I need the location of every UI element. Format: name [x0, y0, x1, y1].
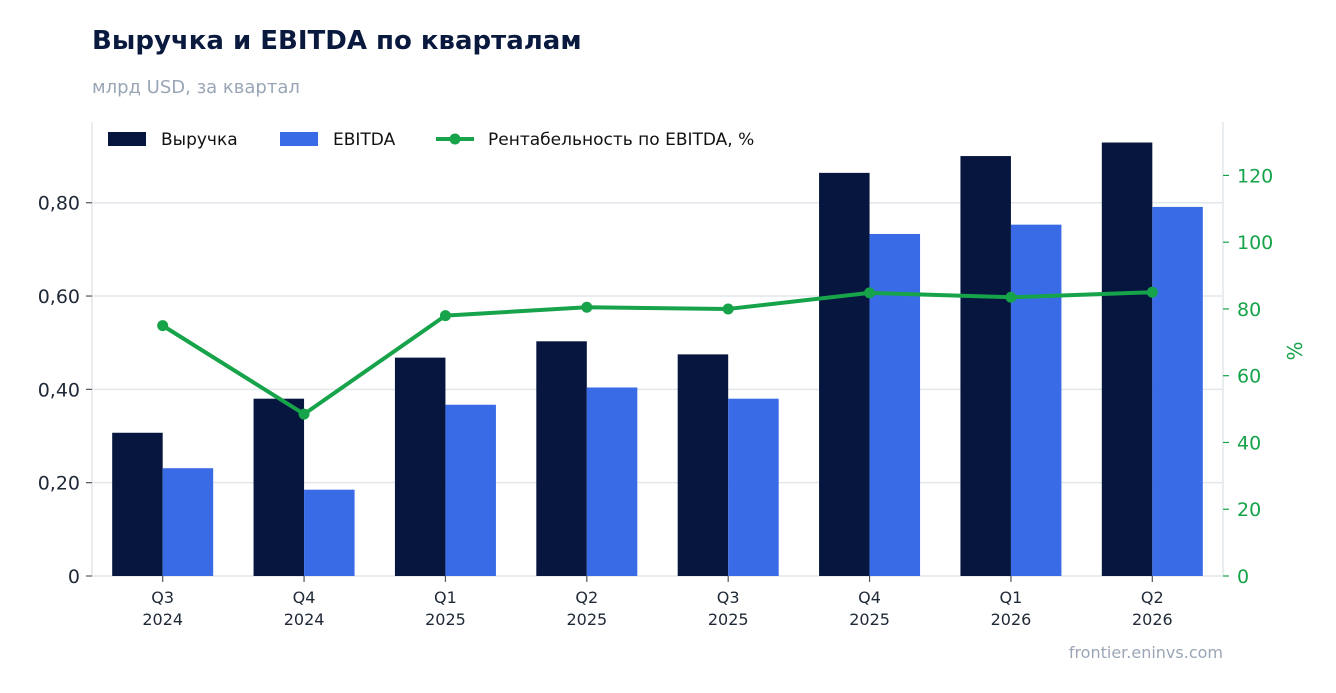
chart-title: Выручка и EBITDA по кварталам [92, 26, 582, 56]
x-tick-label-quarter: Q2 [1141, 588, 1164, 607]
x-tick-label-quarter: Q1 [1000, 588, 1023, 607]
x-tick-label-quarter: Q4 [293, 588, 316, 607]
ebitda-bar [162, 468, 214, 576]
x-tick-label-quarter: Q3 [151, 588, 174, 607]
margin-point [1005, 291, 1017, 303]
x-tick-label-year: 2024 [284, 610, 325, 629]
right-tick-label: 120 [1237, 165, 1273, 187]
left-tick-label: 0,80 [38, 193, 80, 215]
margin-line [161, 290, 1153, 417]
x-tick-label-quarter: Q1 [434, 588, 457, 607]
right-axis-title: % [1283, 341, 1307, 360]
revenue-bar [394, 357, 446, 576]
right-tick-label: 80 [1237, 299, 1261, 321]
source-label: frontier.eninvs.com [1068, 643, 1223, 662]
right-tick-label: 40 [1237, 432, 1261, 454]
x-tick-label-year: 2024 [142, 610, 183, 629]
x-tick-label-quarter: Q4 [858, 588, 881, 607]
ebitda-bar [728, 398, 779, 576]
x-tick-label-year: 2025 [566, 610, 607, 629]
margin-point [1146, 286, 1158, 298]
x-tick-label-year: 2026 [991, 610, 1032, 629]
x-tick-label-quarter: Q3 [717, 588, 740, 607]
ebitda-bar [586, 387, 638, 576]
margin-point [439, 310, 451, 322]
right-tick-label: 60 [1237, 366, 1261, 388]
left-tick-label: 0 [68, 566, 80, 588]
revenue-bar [819, 172, 870, 576]
revenue-bar [536, 341, 587, 576]
revenue-bar [112, 432, 163, 576]
revenue-bar [253, 398, 305, 576]
ebitda-bar [304, 489, 355, 576]
right-tick-label: 100 [1237, 232, 1273, 254]
legend-label-revenue: Выручка [161, 130, 238, 150]
x-tick-label-year: 2025 [849, 610, 890, 629]
margin-point [157, 320, 169, 332]
ebitda-bar [1152, 206, 1203, 576]
ebitda-bar [445, 404, 496, 576]
x-tick-label-year: 2026 [1132, 610, 1173, 629]
margin-point [864, 287, 876, 299]
chart-subtitle: млрд USD, за квартал [92, 77, 300, 98]
ebitda-bar [869, 233, 921, 576]
legend-swatch-ebitda [280, 132, 318, 146]
margin-point [581, 301, 593, 313]
x-tick-label-quarter: Q2 [575, 588, 598, 607]
left-tick-label: 0,60 [38, 286, 80, 308]
right-tick-label: 0 [1237, 566, 1249, 588]
margin-point [722, 303, 734, 315]
right-tick-label: 20 [1237, 499, 1261, 521]
revenue-bar [960, 156, 1011, 577]
legend-swatch-margin-point [449, 133, 461, 145]
revenue-bar [1101, 142, 1153, 576]
x-tick-label-year: 2025 [708, 610, 749, 629]
legend-label-margin: Рентабельность по EBITDA, % [488, 130, 754, 150]
ebitda-bar [1010, 224, 1062, 576]
left-tick-label: 0,40 [38, 379, 80, 401]
x-tick-label-year: 2025 [425, 610, 466, 629]
margin-point [298, 408, 310, 420]
left-tick-label: 0,20 [38, 473, 80, 495]
legend-label-ebitda: EBITDA [333, 130, 396, 150]
legend-swatch-revenue [108, 132, 146, 146]
revenue-bar [677, 354, 729, 576]
